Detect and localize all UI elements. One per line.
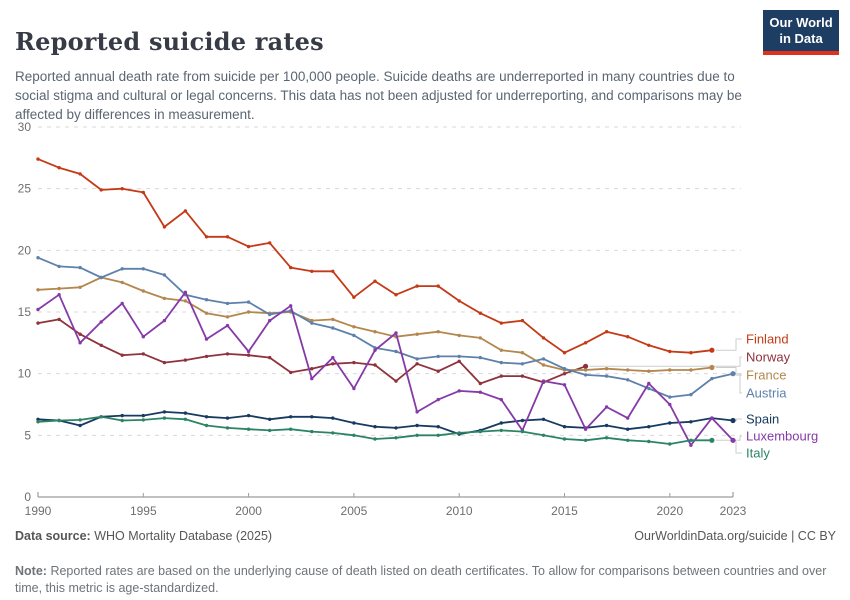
y-gridlines: 0 5 10 15 20 25 30 [18, 120, 741, 504]
series-france[interactable] [36, 275, 715, 373]
legend-label-finland[interactable]: Finland [746, 332, 789, 347]
series-finland[interactable] [36, 157, 715, 355]
y-tick-label: 20 [18, 243, 32, 257]
y-tick-label: 25 [18, 182, 32, 196]
x-tick-label: 2020 [656, 504, 683, 518]
footer-source-row: Data source: WHO Mortality Database (202… [15, 529, 836, 543]
legend-connectors [589, 338, 742, 454]
footer-note-text: Reported rates are based on the underlyi… [15, 563, 827, 596]
legend-label-italy[interactable]: Italy [746, 446, 770, 461]
data-source: Data source: WHO Mortality Database (202… [15, 529, 272, 543]
x-tick-label: 1995 [130, 504, 157, 518]
x-tick-label: 2000 [235, 504, 262, 518]
y-tick-label: 0 [24, 490, 31, 504]
footer-note: Note: Reported rates are based on the un… [15, 563, 836, 598]
owid-logo-line1: Our World [769, 15, 833, 30]
series-italy[interactable] [36, 415, 715, 446]
y-tick-label: 10 [18, 367, 32, 381]
x-tick-label: 2010 [446, 504, 473, 518]
x-tick-label: 1990 [25, 504, 52, 518]
data-source-text: WHO Mortality Database (2025) [94, 529, 273, 543]
y-tick-label: 5 [24, 428, 31, 442]
x-axis: 1990 1995 2000 2005 2010 2015 2020 2023 [25, 492, 747, 518]
y-tick-label: 15 [18, 305, 32, 319]
legend-label-luxembourg[interactable]: Luxembourg [746, 429, 818, 444]
chart-subtitle: Reported annual death rate from suicide … [15, 68, 742, 123]
owid-license-link[interactable]: OurWorldinData.org/suicide | CC BY [634, 529, 836, 543]
owid-logo[interactable]: Our World in Data [763, 10, 839, 55]
data-source-label: Data source: [15, 529, 91, 543]
series-norway[interactable] [36, 317, 589, 386]
footer-note-label: Note: [15, 563, 47, 578]
legend-label-france[interactable]: France [746, 368, 786, 383]
legend-label-austria[interactable]: Austria [746, 386, 787, 401]
x-tick-label: 2015 [551, 504, 578, 518]
page-title: Reported suicide rates [15, 27, 324, 57]
legend-label-norway[interactable]: Norway [746, 350, 791, 365]
legend-label-spain[interactable]: Spain [746, 412, 779, 427]
series-austria[interactable] [36, 256, 736, 399]
y-tick-label: 30 [18, 120, 32, 134]
x-tick-label: 2023 [720, 504, 747, 518]
series-luxembourg[interactable] [36, 290, 736, 447]
owid-logo-line2: in Data [779, 31, 823, 46]
series-spain[interactable] [36, 410, 736, 436]
x-tick-label: 2005 [341, 504, 368, 518]
